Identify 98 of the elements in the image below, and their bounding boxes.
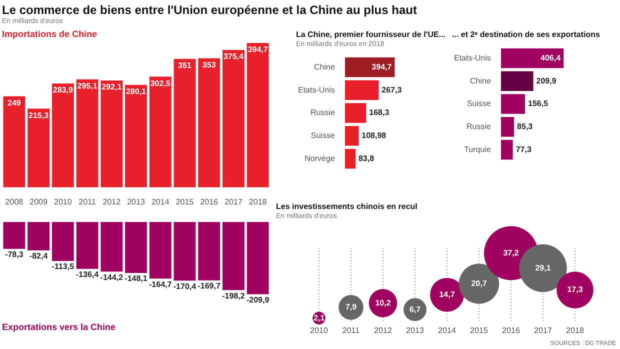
data-label: -136,4 <box>76 270 100 280</box>
data-label: -164,7 <box>149 280 172 289</box>
y-tick-label: Turquie <box>464 144 492 154</box>
y-tick-label: Chine <box>470 76 492 86</box>
chart-title: Les investissements chinois en recul <box>276 202 418 212</box>
x-tick-label: 2011 <box>342 326 360 336</box>
data-label: -78,3 <box>5 250 24 260</box>
x-tick-label: 2011 <box>78 197 96 206</box>
data-label: 6,7 <box>409 304 422 314</box>
bar <box>76 79 98 188</box>
data-label: -82,4 <box>29 252 48 261</box>
bar <box>344 103 366 123</box>
data-label: 394,7 <box>248 45 268 54</box>
x-tick-label: 2018 <box>248 197 268 206</box>
data-label: 77,3 <box>516 144 532 154</box>
data-label: -113,5 <box>52 262 75 272</box>
data-label: 20,7 <box>471 278 488 288</box>
data-label: 37,2 <box>503 248 520 258</box>
chart-title: ... et 2ᵉ destination de ses exportations <box>452 30 601 40</box>
x-tick-label: 2012 <box>102 197 122 206</box>
data-label: 353 <box>202 60 216 70</box>
x-tick-label: 2014 <box>151 197 170 206</box>
y-tick-label: Etats-Unis <box>298 85 335 94</box>
data-label: 29,1 <box>535 263 552 272</box>
bar <box>344 57 395 78</box>
y-tick-label: Russie <box>310 108 336 118</box>
bar <box>100 80 123 188</box>
bar <box>28 108 50 188</box>
chart-title: La Chine, premier fournisseur de l'UE... <box>296 30 446 40</box>
data-label: 2,1 <box>313 313 326 322</box>
data-label: 295,1 <box>77 82 98 91</box>
y-tick-label: Russie <box>466 122 492 132</box>
data-label: -169,7 <box>198 282 221 291</box>
x-tick-label: 2013 <box>406 326 424 336</box>
y-tick-label: Chine <box>314 62 336 72</box>
y-tick-label: Suisse <box>466 99 492 108</box>
y-tick-label: Etats-Unis <box>454 53 491 62</box>
x-tick-label: 2008 <box>5 197 24 206</box>
data-label: 406,4 <box>540 53 562 62</box>
data-label: -198,2 <box>222 291 246 300</box>
chart-title: Le commerce de biens entre l'Union européenne et la Chine au plus haut <box>2 3 417 17</box>
bar <box>246 42 269 188</box>
bar <box>149 76 172 188</box>
data-label: 249 <box>8 98 22 108</box>
x-tick-label: 2017 <box>534 326 552 336</box>
x-tick-label: 2010 <box>310 326 328 336</box>
data-label: 351 <box>178 61 192 70</box>
data-label: 215,3 <box>28 110 50 120</box>
x-tick-label: 2018 <box>566 326 584 336</box>
x-tick-label: 2013 <box>127 197 146 206</box>
bar <box>500 117 514 137</box>
bar <box>500 48 564 68</box>
text: Importations de Chine <box>2 29 98 40</box>
data-label: 7,9 <box>345 302 358 312</box>
x-tick-label: 2009 <box>30 197 48 206</box>
text: Exportations vers la Chine <box>2 322 117 333</box>
x-tick-label: 2015 <box>470 326 488 336</box>
x-tick-label: 2012 <box>374 326 392 336</box>
data-label: 14,7 <box>439 290 456 300</box>
data-label: 302,5 <box>150 78 171 88</box>
x-tick-label: 2010 <box>54 197 72 206</box>
x-tick-label: 2015 <box>176 197 194 206</box>
data-label: -148,1 <box>124 274 148 284</box>
data-label: -170,4 <box>173 282 197 291</box>
y-tick-label: Suisse <box>310 131 336 140</box>
data-label: 108,98 <box>362 131 387 140</box>
data-label: 168,3 <box>369 108 390 118</box>
y-tick-label: Norvège <box>304 154 336 163</box>
x-tick-label: 2017 <box>224 197 243 206</box>
bar <box>174 58 196 188</box>
bar <box>125 84 147 188</box>
data-label: 394,7 <box>372 62 392 72</box>
x-tick-label: 2016 <box>200 197 219 206</box>
data-label: 375,4 <box>223 52 244 62</box>
data-label: 283,9 <box>52 86 74 95</box>
bar <box>500 94 526 114</box>
data-label: -144,2 <box>100 272 124 282</box>
bar <box>344 126 359 146</box>
data-label: 292,1 <box>102 82 122 92</box>
x-tick-label: 2016 <box>502 326 520 336</box>
data-label: 10,2 <box>375 298 392 308</box>
bar <box>198 58 220 188</box>
data-label: 209,9 <box>536 76 557 86</box>
bar <box>222 50 244 188</box>
bar <box>344 80 379 100</box>
bar <box>500 71 534 91</box>
data-label: 280,1 <box>126 87 147 96</box>
bar <box>344 148 356 169</box>
data-label: -209,9 <box>246 295 270 304</box>
data-label: 156,5 <box>528 99 549 108</box>
bar <box>500 140 513 160</box>
data-label: 17,3 <box>567 285 584 294</box>
data-label: 267,3 <box>382 85 402 94</box>
x-tick-label: 2014 <box>438 326 456 336</box>
bar <box>52 83 74 188</box>
data-label: 85,3 <box>517 122 534 132</box>
data-label: 83,8 <box>358 154 375 163</box>
bar <box>3 96 26 188</box>
